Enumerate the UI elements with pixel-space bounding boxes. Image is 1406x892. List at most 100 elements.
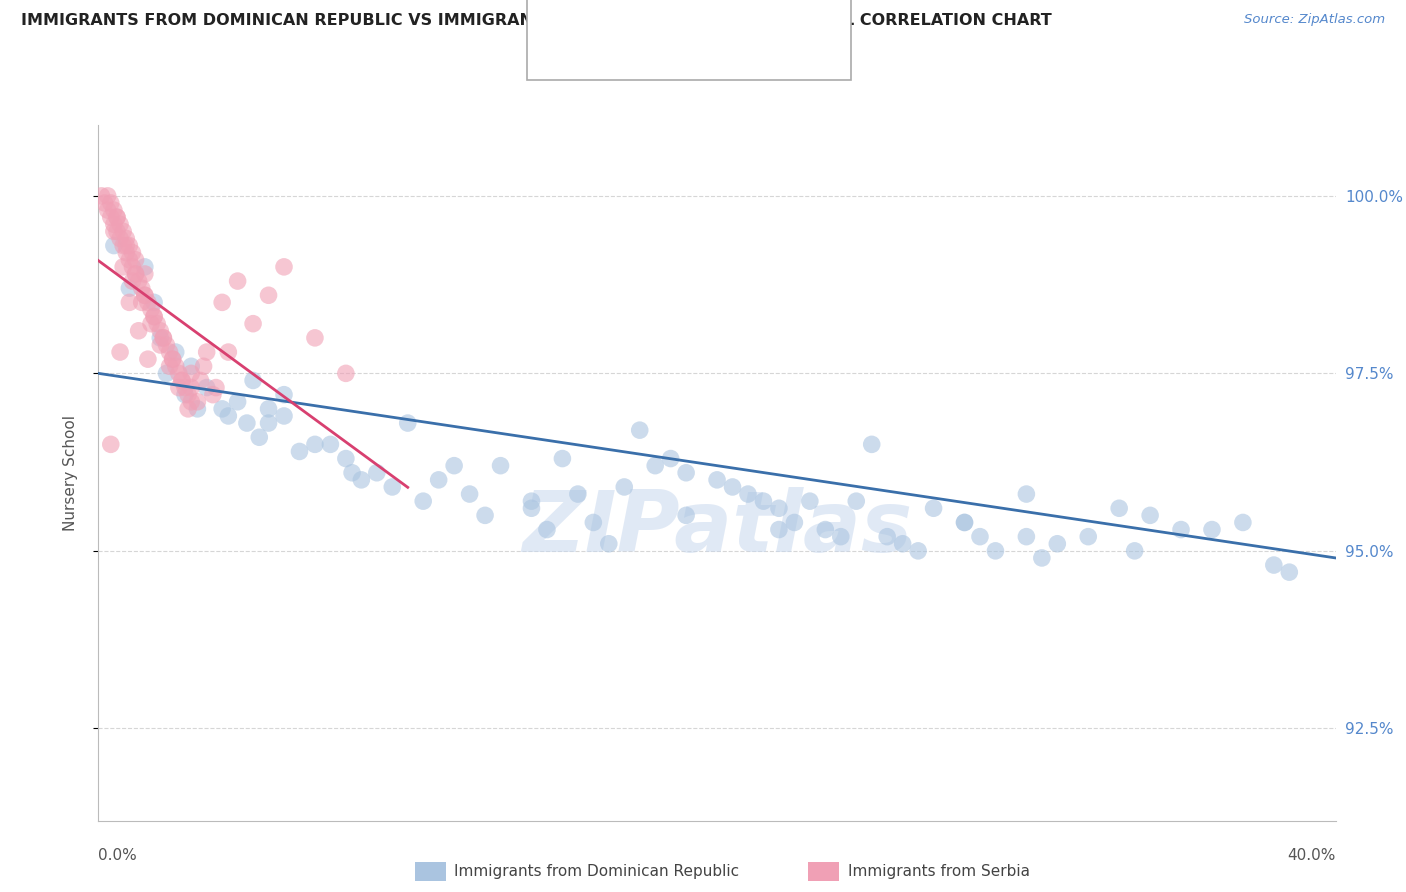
Text: R = -0.403   N = 82: R = -0.403 N = 82 <box>586 12 776 30</box>
Point <box>193 359 215 374</box>
Point <box>768 523 790 537</box>
Point <box>211 401 233 416</box>
Point <box>105 210 128 224</box>
Point <box>205 380 228 394</box>
Point <box>177 387 200 401</box>
Point <box>1077 530 1099 544</box>
Point <box>105 224 128 238</box>
Point <box>112 224 135 238</box>
Point <box>118 281 141 295</box>
Point <box>984 544 1007 558</box>
Text: 40.0%: 40.0% <box>1288 848 1336 863</box>
Point <box>121 274 143 288</box>
Text: Source: ZipAtlas.com: Source: ZipAtlas.com <box>1244 13 1385 27</box>
Point <box>304 437 326 451</box>
Point <box>112 260 135 274</box>
Point <box>1046 537 1069 551</box>
Point <box>396 416 419 430</box>
Point <box>752 494 775 508</box>
Point <box>108 345 131 359</box>
Point <box>139 317 162 331</box>
Point <box>180 359 202 374</box>
Text: IMMIGRANTS FROM DOMINICAN REPUBLIC VS IMMIGRANTS FROM SERBIA NURSERY SCHOOL CORR: IMMIGRANTS FROM DOMINICAN REPUBLIC VS IM… <box>21 13 1052 29</box>
Point <box>907 544 929 558</box>
Point <box>1015 487 1038 501</box>
Point <box>489 458 512 473</box>
Point <box>152 331 174 345</box>
Point <box>90 189 112 203</box>
Point <box>170 374 193 388</box>
Point <box>721 480 744 494</box>
Point <box>247 430 270 444</box>
Point <box>520 494 543 508</box>
Point <box>582 516 605 530</box>
Point <box>340 466 363 480</box>
Point <box>149 331 172 345</box>
Point <box>134 260 156 274</box>
Point <box>128 274 150 288</box>
Text: Immigrants from Dominican Republic: Immigrants from Dominican Republic <box>454 864 740 879</box>
Point <box>118 238 141 252</box>
Point <box>195 380 218 394</box>
Point <box>124 267 146 281</box>
Point <box>155 338 177 352</box>
Point <box>186 401 208 416</box>
Point <box>131 295 153 310</box>
Point <box>143 310 166 324</box>
Point <box>242 317 264 331</box>
Point <box>381 480 404 494</box>
Point <box>190 374 212 388</box>
Point <box>706 473 728 487</box>
Point <box>93 196 115 211</box>
Point <box>335 367 357 381</box>
Point <box>737 487 759 501</box>
Point <box>136 352 159 367</box>
Point <box>659 451 682 466</box>
Point <box>613 480 636 494</box>
Point <box>124 252 146 267</box>
Point <box>830 530 852 544</box>
Point <box>103 238 125 252</box>
Point <box>143 295 166 310</box>
Point <box>350 473 373 487</box>
Point <box>108 231 131 245</box>
Text: ZIPatlas: ZIPatlas <box>522 487 912 570</box>
Point <box>1108 501 1130 516</box>
Point <box>174 387 197 401</box>
Point <box>257 401 280 416</box>
Point <box>108 217 131 231</box>
Point <box>1170 523 1192 537</box>
Point <box>121 260 143 274</box>
Point <box>799 494 821 508</box>
Point <box>474 508 496 523</box>
Text: 0.0%: 0.0% <box>98 848 138 863</box>
Point <box>201 387 224 401</box>
Point <box>814 523 837 537</box>
Point <box>103 217 125 231</box>
Point <box>242 374 264 388</box>
Point <box>366 466 388 480</box>
Point <box>257 288 280 302</box>
Point <box>134 288 156 302</box>
Point <box>152 331 174 345</box>
Point <box>100 196 122 211</box>
Point <box>1278 565 1301 579</box>
Point <box>103 203 125 218</box>
Point <box>167 367 190 381</box>
Point <box>551 451 574 466</box>
Point <box>112 238 135 252</box>
Text: R =  0.340   N = 79: R = 0.340 N = 79 <box>586 50 776 68</box>
Point <box>922 501 945 516</box>
Point <box>131 281 153 295</box>
Point <box>149 324 172 338</box>
Point <box>1015 530 1038 544</box>
Point <box>845 494 868 508</box>
Point <box>149 338 172 352</box>
Point <box>273 409 295 423</box>
Point <box>115 231 138 245</box>
Y-axis label: Nursery School: Nursery School <box>63 415 77 531</box>
Point <box>97 189 120 203</box>
Point <box>273 260 295 274</box>
Point <box>217 409 239 423</box>
Point <box>97 203 120 218</box>
